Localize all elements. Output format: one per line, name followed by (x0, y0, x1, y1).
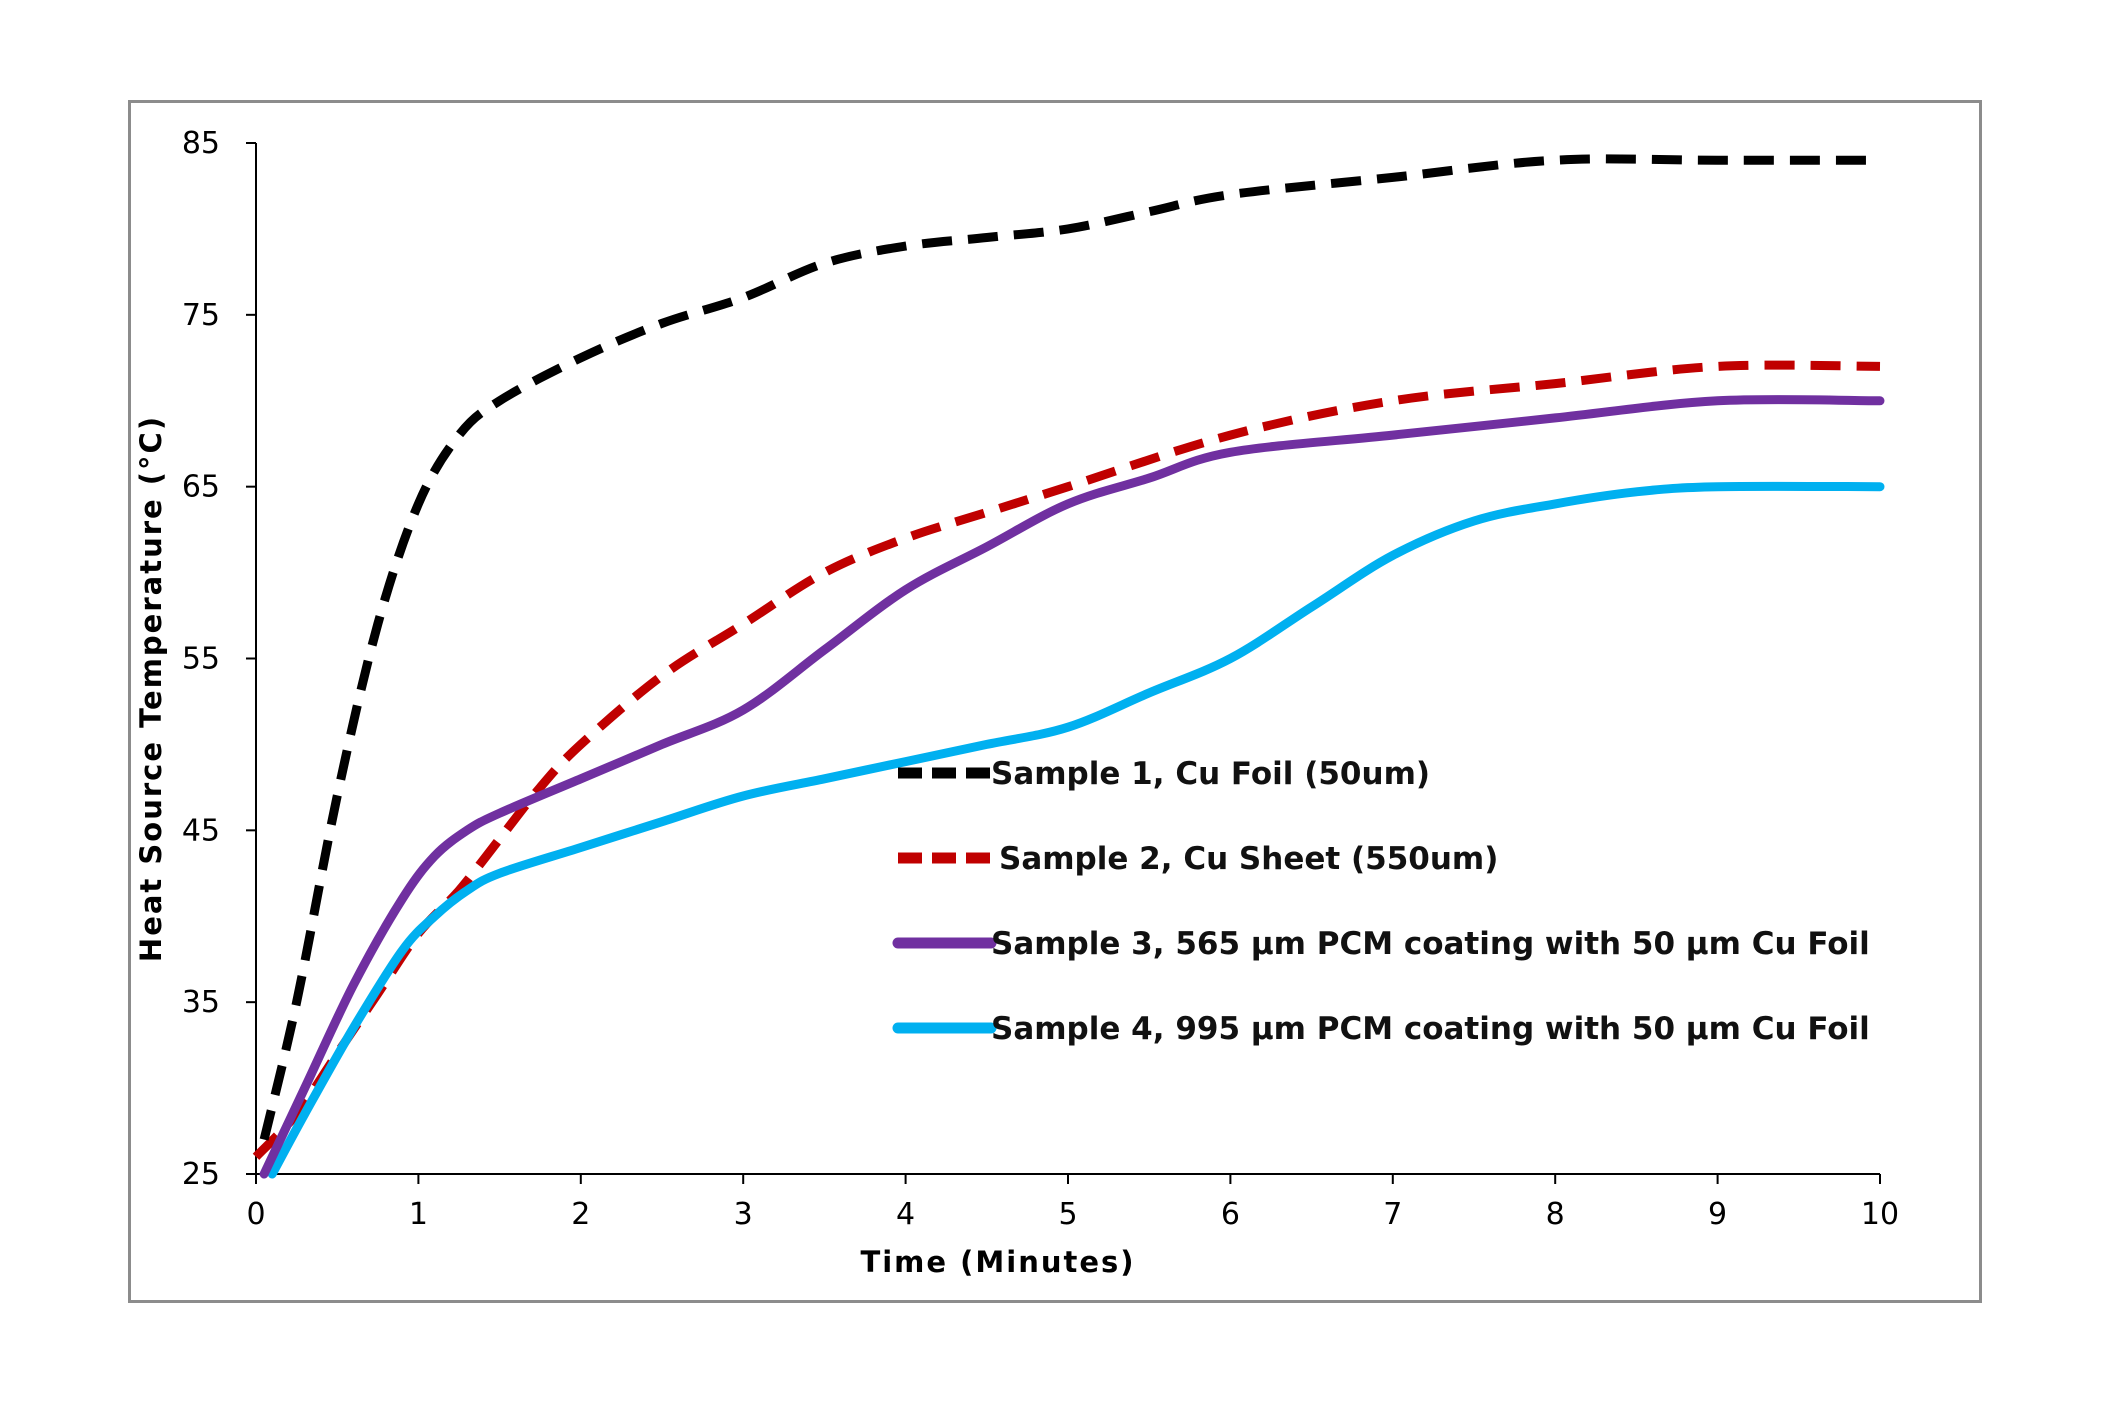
x-tick-label: 8 (1546, 1197, 1565, 1232)
series-line-sample-1 (259, 154, 1880, 1141)
x-tick-label: 4 (896, 1197, 915, 1232)
series-line-sample-4 (267, 481, 1885, 1179)
y-tick-label: 75 (182, 298, 220, 333)
x-tick-label: 3 (734, 1197, 753, 1232)
y-tick-label: 45 (182, 813, 220, 848)
x-tick-label: 5 (1058, 1197, 1077, 1232)
x-tick-label: 9 (1708, 1197, 1727, 1232)
y-tick-label: 85 (182, 126, 220, 161)
x-tick-label: 6 (1221, 1197, 1240, 1232)
x-axis-title: Time (Minutes) (860, 1245, 1135, 1279)
y-tick-label: 55 (182, 642, 220, 677)
x-tick-label: 10 (1861, 1197, 1899, 1232)
legend-label-sample-1: Sample 1, Cu Foil (50um) (991, 756, 1430, 792)
x-tick-label: 2 (571, 1197, 590, 1232)
x-tick-label: 1 (409, 1197, 428, 1232)
series-line-sample-3 (259, 395, 1885, 1179)
x-tick-label: 7 (1383, 1197, 1402, 1232)
y-tick-label: 25 (182, 1157, 220, 1192)
chart-frame: 25 35 45 55 65 75 85 0 1 2 3 4 5 6 7 8 9 10 Sample 1, Cu … (128, 100, 1982, 1303)
axes (246, 142, 1881, 1184)
series-layer (252, 154, 1885, 1179)
legend-label-sample-2: Sample 2, Cu Sheet (550um) (999, 841, 1498, 877)
y-axis-title: Heat Source Temperature (°C) (134, 415, 168, 962)
y-tick-label: 35 (182, 985, 220, 1020)
x-tick-label: 0 (246, 1197, 265, 1232)
legend-label-sample-4: Sample 4, 995 µm PCM coating with 50 µm … (991, 1011, 1870, 1047)
legend: Sample 1, Cu Foil (50um) Sample 2, Cu She… (892, 756, 1870, 1047)
legend-label-sample-3: Sample 3, 565 µm PCM coating with 50 µm … (991, 926, 1870, 962)
y-tick-label: 65 (182, 470, 220, 505)
